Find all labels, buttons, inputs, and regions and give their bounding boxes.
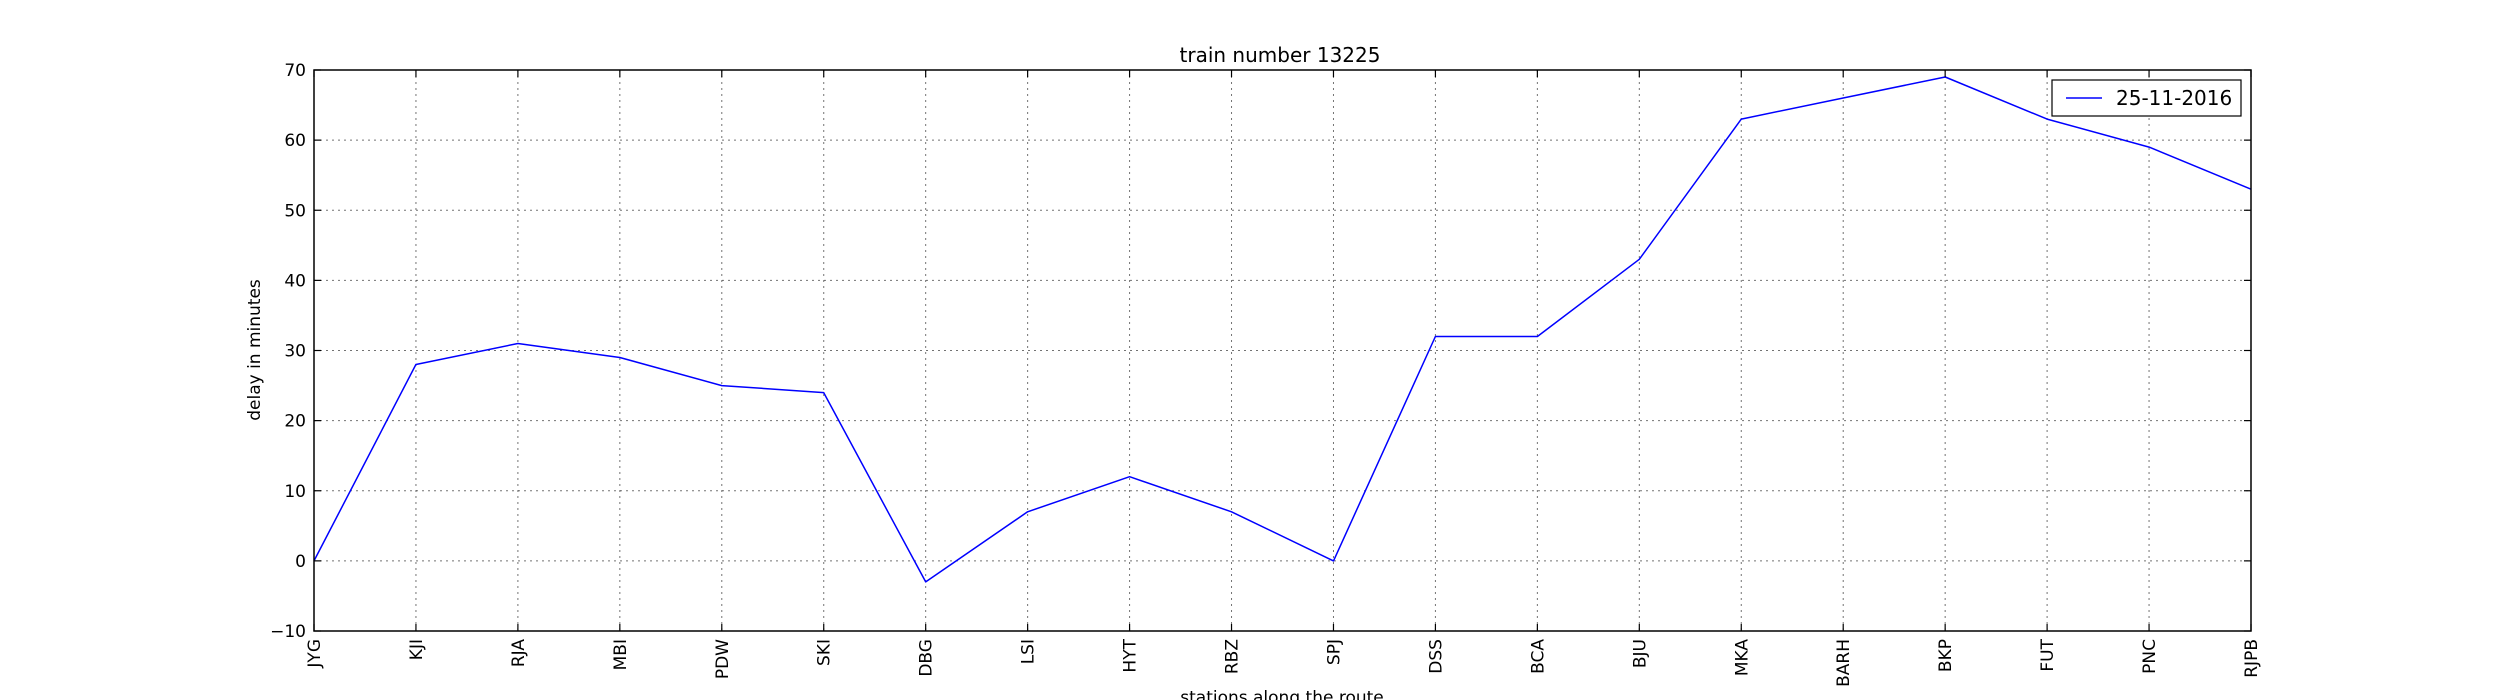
- y-tick-label: 10: [284, 482, 306, 502]
- x-tick-label: BKP: [1936, 639, 1956, 672]
- x-tick-label: MBI: [611, 639, 631, 670]
- x-tick-label: LSI: [1019, 639, 1039, 664]
- chart-title: train number 13225: [1180, 43, 1381, 67]
- axis-ticks: −10 0 10 20 30 40 50 60 70 JYG KJI RJA MBI PDW SKI DBG L…: [270, 61, 2262, 687]
- grid: [314, 70, 2251, 631]
- x-tick-label: RJPB: [2242, 639, 2262, 678]
- x-axis-label: stations along the route: [1180, 688, 1384, 700]
- series-line: [313, 76, 2252, 583]
- x-tick-label: PNC: [2140, 639, 2160, 674]
- x-tick-label: DBG: [917, 639, 937, 677]
- y-tick-label: 0: [295, 552, 306, 572]
- x-tick-label: DSS: [1426, 639, 1446, 674]
- x-tick-label: BARH: [1834, 639, 1854, 687]
- x-tick-label: HYT: [1121, 638, 1141, 672]
- y-tick-label: 70: [284, 61, 306, 81]
- y-tick-label: 30: [284, 342, 306, 362]
- x-tick-label: RJA: [509, 639, 529, 668]
- y-tick-label: 60: [284, 131, 306, 151]
- x-tick-label: MKA: [1732, 639, 1752, 677]
- y-tick-label: 20: [284, 412, 306, 432]
- y-tick-label: 50: [284, 201, 306, 221]
- plot-frame: [313, 69, 2252, 632]
- x-tick-label: BCA: [1528, 639, 1548, 674]
- y-tick-label: −10: [270, 622, 306, 642]
- x-tick-label: JYG: [305, 639, 325, 669]
- x-tick-label: RBZ: [1223, 639, 1243, 674]
- legend: 25-11-2016: [2051, 79, 2242, 117]
- x-tick-label: FUT: [2038, 638, 2058, 671]
- y-axis-label: delay in minutes: [245, 279, 265, 421]
- legend-label: 25-11-2016: [2116, 86, 2232, 110]
- x-tick-label: SKI: [815, 639, 835, 666]
- series-layer: [313, 76, 2252, 583]
- x-tick-label: PDW: [713, 639, 733, 679]
- x-tick-label: BJU: [1630, 639, 1650, 668]
- x-tick-label: KJI: [407, 639, 427, 660]
- x-tick-label: SPJ: [1324, 639, 1344, 665]
- y-tick-label: 40: [284, 271, 306, 291]
